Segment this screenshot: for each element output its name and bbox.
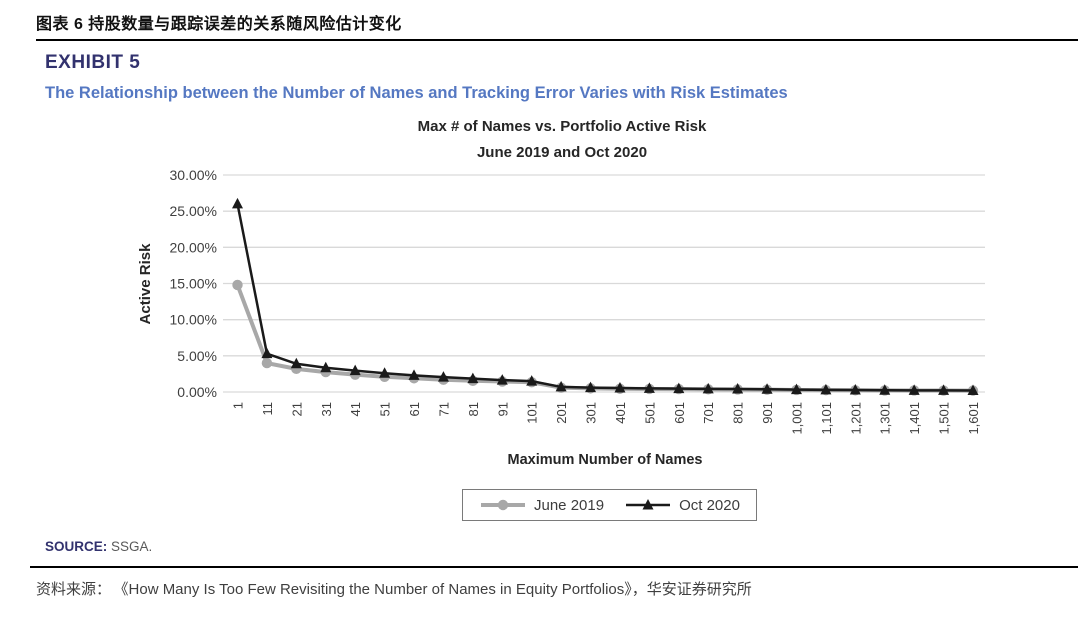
x-tick-label: 701 — [701, 402, 716, 424]
data-point-triangle — [849, 384, 861, 395]
source-value: SSGA. — [111, 539, 153, 554]
data-point-triangle — [879, 384, 891, 395]
y-tick-label: 15.00% — [170, 276, 217, 292]
x-tick-label: 71 — [436, 402, 451, 416]
x-tick-label: 21 — [289, 402, 304, 416]
data-point-triangle — [437, 371, 449, 382]
chart-legend: June 2019 Oct 2020 — [462, 489, 757, 521]
data-point-triangle — [349, 364, 361, 376]
footer-source-line: 资料来源： 《How Many Is Too Few Revisiting the… — [36, 578, 752, 599]
x-tick-label: 601 — [672, 402, 687, 424]
x-tick-label: 51 — [378, 402, 393, 416]
legend-label: Oct 2020 — [679, 496, 740, 514]
legend-marker-triangle — [626, 499, 671, 510]
x-tick-label: 31 — [319, 402, 334, 416]
legend-triangle — [642, 499, 654, 510]
y-tick-label: 20.00% — [170, 239, 217, 255]
data-point-triangle — [938, 384, 950, 395]
x-tick-label: 201 — [554, 402, 569, 424]
x-tick-label: 101 — [525, 402, 540, 424]
report-figure-title-cn: 图表 6 持股数量与跟踪误差的关系随风险估计变化 — [36, 16, 402, 33]
footer-source-text: 《How Many Is Too Few Revisiting the Numb… — [121, 581, 752, 598]
chart-title-line2: June 2019 and Oct 2020 — [476, 144, 648, 161]
data-point-triangle — [467, 372, 479, 384]
legend-item: June 2019 — [479, 497, 604, 514]
x-tick-label: 41 — [348, 402, 363, 416]
data-point-triangle — [379, 367, 391, 378]
x-tick-label: 1,501 — [937, 402, 952, 435]
x-tick-label: 1,301 — [878, 402, 893, 435]
x-tick-label: 1,001 — [789, 402, 804, 435]
data-point-triangle — [790, 383, 802, 395]
chart-title: Max # of Names vs. Portfolio Active Risk… — [418, 114, 707, 166]
x-tick-label: 11 — [260, 402, 275, 416]
x-tick-label: 401 — [613, 402, 628, 424]
data-point-triangle — [761, 383, 773, 394]
x-tick-label: 1,401 — [907, 402, 922, 435]
bottom-divider — [30, 566, 1078, 568]
y-tick-label: 10.00% — [170, 312, 217, 328]
chart-title-line1: Max # of Names vs. Portfolio Active Risk — [417, 118, 707, 135]
x-tick-label: 81 — [466, 402, 481, 416]
y-tick-label: 5.00% — [177, 348, 217, 364]
y-axis-title: Active Risk — [137, 243, 154, 325]
data-point-circle — [232, 279, 243, 291]
data-point-triangle — [261, 347, 273, 359]
x-tick-label: 501 — [642, 402, 657, 424]
data-point-circle — [261, 357, 273, 369]
data-point-triangle — [967, 384, 979, 395]
data-point-triangle — [232, 197, 243, 209]
data-point-triangle — [290, 357, 302, 369]
data-point-triangle — [408, 369, 420, 380]
footer-source-prefix: 资料来源： — [36, 581, 112, 598]
data-point-triangle — [496, 374, 508, 385]
x-tick-label: 801 — [731, 402, 746, 424]
y-tick-label: 0.00% — [177, 384, 217, 400]
series-line-circle — [235, 284, 974, 393]
x-tick-label: 901 — [760, 402, 775, 424]
legend-label: June 2019 — [534, 496, 605, 514]
y-tick-label: 25.00% — [170, 203, 217, 219]
series-line-triangle — [236, 203, 974, 392]
data-point-triangle — [555, 380, 567, 392]
legend-marker-circle — [481, 499, 525, 511]
legend-item: Oct 2020 — [624, 497, 740, 514]
data-point-triangle — [702, 382, 714, 394]
x-tick-label: 301 — [584, 402, 599, 424]
x-tick-label: 1,601 — [966, 402, 981, 435]
x-tick-label: 91 — [495, 402, 510, 416]
data-point-triangle — [526, 375, 538, 386]
x-axis-title: Maximum Number of Names — [507, 452, 703, 468]
data-point-triangle — [643, 382, 655, 393]
data-point-triangle — [820, 383, 832, 395]
exhibit-label: EXHIBIT 5 — [45, 52, 141, 73]
data-point-triangle — [614, 382, 626, 393]
x-tick-label: 1,201 — [848, 402, 863, 435]
top-divider — [36, 39, 1078, 41]
x-tick-label: 1,101 — [819, 402, 834, 435]
data-point-triangle — [320, 361, 332, 373]
source-line: SOURCE: SSGA. — [45, 539, 152, 554]
exhibit-subtitle: The Relationship between the Number of N… — [45, 84, 788, 102]
y-tick-label: 30.00% — [170, 167, 217, 183]
data-point-triangle — [732, 383, 744, 394]
x-tick-label: 61 — [407, 402, 422, 416]
data-point-triangle — [585, 381, 597, 393]
x-tick-label: 1 — [231, 402, 246, 409]
legend-circle — [497, 499, 509, 511]
data-point-triangle — [908, 384, 920, 395]
data-point-triangle — [673, 382, 685, 394]
source-label: SOURCE: — [45, 539, 108, 554]
